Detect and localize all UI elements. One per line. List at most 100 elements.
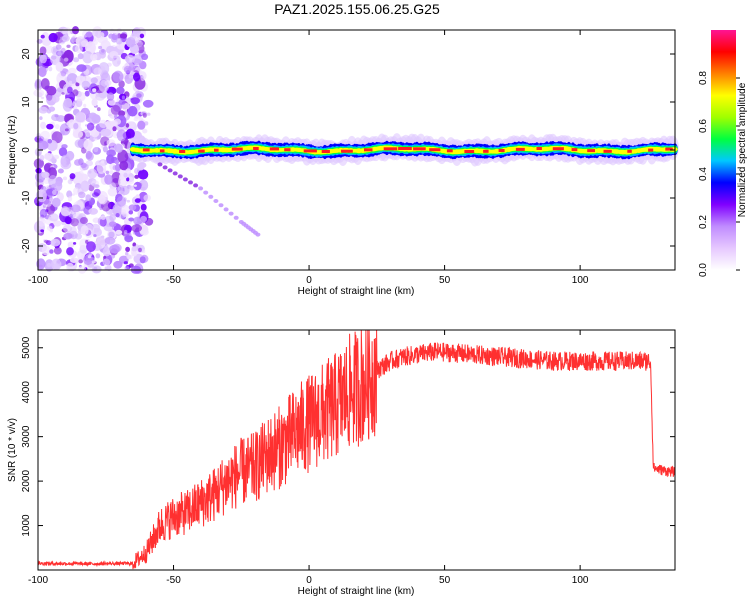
spectrogram-branch-dot (228, 211, 234, 216)
spectrogram-noise-blob (134, 198, 141, 203)
spectrogram-noise-blob (85, 130, 91, 138)
spectrogram-noise-blob (140, 75, 145, 82)
y-tick-label: 20 (21, 48, 32, 60)
spectrogram-ridge-peak (429, 148, 441, 152)
spectrogram-noise-blob (99, 119, 108, 129)
spectrogram-noise-blob (135, 194, 140, 200)
spectrogram-branch-dot (233, 215, 239, 220)
spectrogram-noise-blob (62, 176, 68, 181)
spectrogram-noise-blob (42, 199, 52, 207)
spectrogram-branch-dot (213, 199, 219, 203)
spectrogram-noise-blob (72, 130, 84, 139)
spectrogram-noise-blob (66, 190, 73, 198)
spectrogram-noise-blob (92, 88, 97, 93)
spectrogram-noise-blob (51, 131, 63, 144)
spectrogram-noise-blob (132, 54, 144, 64)
spectrogram-noise-blob (44, 152, 53, 161)
spectrogram-noise-blob (121, 209, 126, 215)
spectrogram-branch-dot (223, 207, 229, 212)
spectrogram-ridge-peak (214, 148, 219, 152)
spectrogram-noise-blob (113, 29, 119, 36)
spectrogram-noise-blob (133, 117, 139, 121)
spectrogram-y-ticks: -20 -10 0 10 20 (21, 48, 675, 253)
spectrogram-noise-blob (73, 122, 79, 130)
spectrogram-ridge-peak (515, 147, 525, 151)
spectrogram-noise-blob (78, 191, 86, 199)
x-tick-label: -50 (166, 575, 181, 586)
colorbar-tick-label: 0.8 (698, 71, 709, 85)
spectrogram-noise-blob (33, 89, 45, 97)
spectrogram-noise-blob (140, 203, 147, 211)
spectrogram-noise-blob (118, 99, 126, 105)
spectrogram-noise-blob (83, 103, 87, 108)
spectrogram-noise-blob (131, 224, 143, 233)
spectrogram-noise-blob (46, 123, 54, 130)
spectrogram-noise-blob (40, 96, 45, 100)
spectrogram-noise-blob (140, 215, 147, 223)
spectrogram-noise-blob (81, 40, 89, 47)
colorbar-tick-label: 0.0 (698, 263, 709, 277)
y-tick-label: 3000 (21, 425, 32, 448)
spectrogram-noise-blob (112, 55, 121, 67)
spectrogram-noise-blob (74, 139, 84, 148)
spectrogram-noise-blob (123, 261, 128, 265)
spectrogram-noise-blob (35, 167, 42, 174)
spectrogram-noise-blob (72, 102, 77, 107)
spectrogram-branch-dot (208, 194, 214, 199)
spectrogram-noise-blob (60, 71, 67, 77)
spectrogram-noise-blob (60, 206, 70, 217)
spectrogram-noise-blob (74, 233, 82, 240)
spectrogram-noise-blob (40, 229, 45, 233)
spectrogram-noise-blob (79, 217, 88, 224)
spectrogram-ridge-peak (159, 149, 165, 153)
spectrogram-noise-blob (98, 79, 110, 93)
spectrogram-ridge-peak (284, 148, 291, 152)
spectrogram-noise-blob (37, 216, 46, 228)
spectrogram-noise-blob (36, 132, 42, 139)
x-tick-label: 50 (439, 275, 451, 286)
spectrogram-noise-blob (113, 260, 123, 269)
spectrogram-noise-region (33, 26, 154, 275)
spectrogram-noise-blob (125, 246, 130, 252)
spectrogram-noise-blob (44, 239, 49, 244)
snr-series-line (37, 329, 676, 570)
spectrogram-noise-blob (56, 248, 61, 252)
spectrogram-noise-blob (144, 121, 149, 126)
spectrogram-noise-blob (37, 140, 49, 150)
y-tick-label: -20 (21, 238, 32, 253)
spectrogram-noise-blob (126, 177, 130, 182)
spectrogram-noise-blob (98, 194, 106, 204)
spectrogram-noise-blob (130, 97, 140, 105)
spectrogram-noise-blob (106, 149, 117, 157)
spectrogram-ridge-peak (464, 150, 475, 153)
spectrogram-noise-blob (143, 194, 151, 202)
x-tick-label: 50 (439, 575, 451, 586)
colorbar-gradient (711, 30, 736, 270)
spectrogram-ridge-peak (303, 149, 317, 153)
spectrogram-noise-blob (36, 189, 47, 203)
spectrogram-ridge-peak (648, 148, 654, 152)
spectrogram-noise-blob (106, 139, 116, 147)
spectrogram-noise-blob (115, 38, 123, 45)
spectrogram-noise-blob (102, 146, 108, 153)
spectrogram-noise-blob (84, 224, 95, 236)
spectrogram-noise-blob (139, 228, 149, 236)
spectrogram-noise-blob (90, 47, 95, 51)
spectrogram-noise-blob (80, 245, 84, 250)
colorbar-tick-label: 0.2 (698, 215, 709, 229)
snr-x-ticks: -100 -50 0 50 100 (28, 330, 589, 586)
spectrogram-noise-blob (39, 46, 47, 55)
x-tick-label: -100 (28, 575, 48, 586)
spectrogram-ridge-peak (398, 147, 412, 150)
spectrogram-noise-blob (131, 251, 138, 257)
spectrogram-noise-blob (88, 112, 97, 119)
spectrogram-noise-blob (134, 174, 140, 179)
spectrogram-noise-blob (146, 112, 151, 116)
spectrogram-noise-blob (63, 57, 69, 62)
spectrogram-noise-blob (93, 137, 98, 141)
spectrogram-noise-blob (50, 53, 61, 66)
spectrogram-ridge-peak (231, 147, 243, 151)
spectrogram-noise-blob (96, 107, 101, 112)
